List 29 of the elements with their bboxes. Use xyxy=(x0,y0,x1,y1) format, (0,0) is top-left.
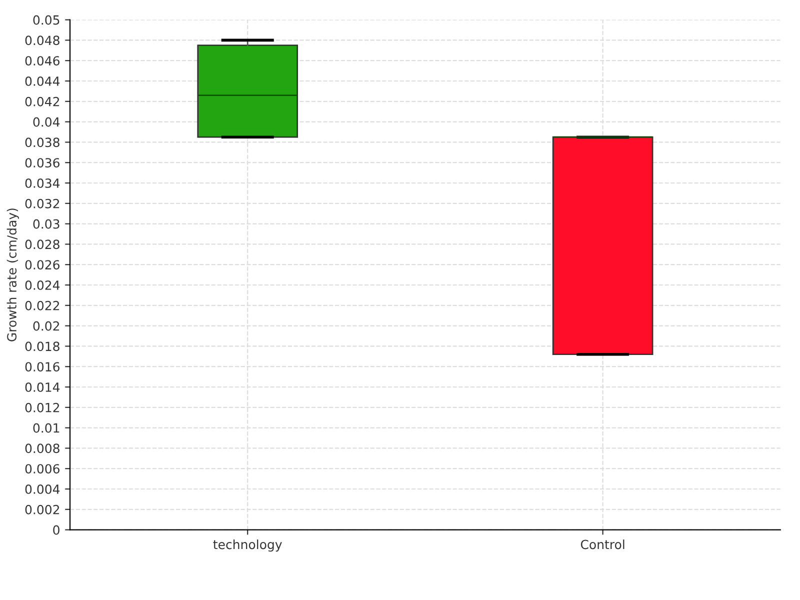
y-tick-label: 0.026 xyxy=(25,260,60,270)
y-tick-label: 0.012 xyxy=(25,402,60,412)
y-tick-label: 0.05 xyxy=(33,15,60,25)
y-tick-label: 0.03 xyxy=(33,219,60,229)
y-tick-label: 0.016 xyxy=(25,362,60,372)
x-tick-label: technology xyxy=(213,540,282,552)
y-tick-label: 0.044 xyxy=(25,76,60,86)
y-tick-label: 0.032 xyxy=(25,198,60,208)
y-tick-label: 0.048 xyxy=(25,36,60,46)
y-tick-label: 0.042 xyxy=(25,96,60,106)
y-tick-label: 0.02 xyxy=(33,321,60,331)
y-tick-label: 0.028 xyxy=(25,240,60,250)
y-tick-label: 0.01 xyxy=(33,423,60,433)
y-tick-label: 0.014 xyxy=(25,382,60,392)
y-tick-label: 0.008 xyxy=(25,444,60,454)
y-tick-label: 0.046 xyxy=(25,56,60,66)
y-tick-label: 0.022 xyxy=(25,300,60,310)
y-tick-label: 0.002 xyxy=(25,504,60,514)
y-tick-label: 0.038 xyxy=(25,138,60,148)
y-axis-title: Growth rate (cm/day) xyxy=(6,208,19,342)
y-tick-label: 0.024 xyxy=(25,280,60,290)
x-tick-label: Control xyxy=(580,540,624,550)
y-tick-label: 0.004 xyxy=(25,484,60,494)
y-tick-label: 0.04 xyxy=(33,117,60,127)
y-tick-label: 0.006 xyxy=(25,464,60,474)
y-tick-label: 0.034 xyxy=(25,178,60,188)
y-tick-label: 0.036 xyxy=(25,158,60,168)
y-tick-label: 0 xyxy=(53,525,60,535)
y-tick-label: 0.018 xyxy=(25,342,60,352)
